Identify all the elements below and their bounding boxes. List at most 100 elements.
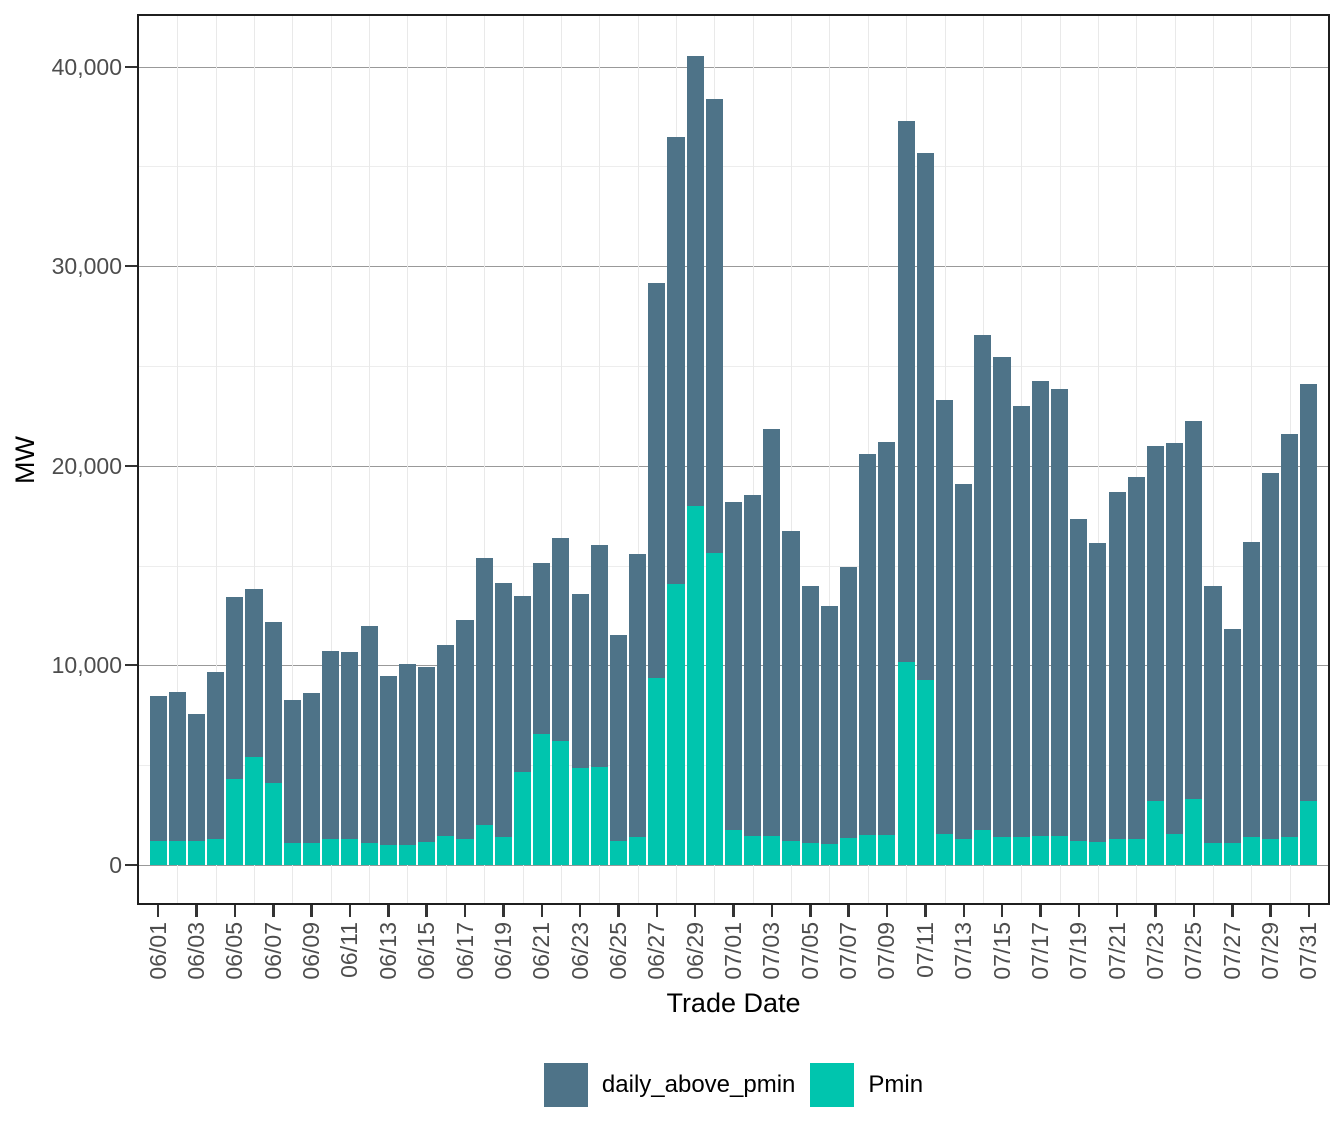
plot-panel: [137, 14, 1330, 905]
bar-pmin-segment: [571, 768, 589, 865]
x-tick-label-text: 07/27: [1218, 922, 1245, 980]
bar-above-pmin-segment: [322, 651, 340, 839]
bar-pmin-segment: [590, 767, 608, 865]
bar-pmin-segment: [686, 505, 704, 865]
gridline-vertical: [215, 14, 217, 905]
y-axis-tick: [125, 265, 137, 268]
bar-above-pmin-segment: [1146, 445, 1165, 802]
legend: daily_above_pmin Pmin: [137, 1063, 1330, 1107]
bar-pmin-segment: [935, 834, 954, 865]
bar-above-pmin-segment: [552, 537, 570, 742]
bar-above-pmin-segment: [1127, 476, 1145, 840]
bar-above-pmin-segment: [1108, 491, 1126, 839]
bar-pmin-segment: [245, 757, 263, 865]
x-axis-tick: [924, 905, 927, 917]
gridline-minor-y: [137, 366, 1330, 367]
x-tick-label-text: 06/27: [643, 922, 670, 980]
bar-pmin-segment: [1127, 839, 1145, 865]
x-tick-label-text: 07/01: [720, 922, 746, 980]
x-tick-label-text: 06/07: [259, 922, 286, 980]
bar-pmin-segment: [533, 734, 551, 865]
bar-above-pmin-segment: [245, 588, 263, 758]
bar-above-pmin-segment: [187, 714, 206, 841]
y-tick-label: 10,000: [51, 652, 122, 679]
bar-pmin-segment: [379, 845, 397, 865]
bar-above-pmin-segment: [629, 553, 647, 837]
bar-above-pmin-segment: [475, 557, 493, 826]
legend-label-pmin: Pmin: [868, 1071, 924, 1098]
bar-pmin-segment: [1070, 841, 1088, 865]
bar-above-pmin-segment: [993, 357, 1011, 837]
bar-above-pmin-segment: [724, 501, 743, 830]
gridline-vertical: [560, 14, 562, 905]
y-tick-label: 20,000: [51, 452, 122, 479]
gridline-vertical: [369, 14, 371, 905]
bar-above-pmin-segment: [398, 664, 416, 845]
bar-pmin-segment: [187, 841, 206, 865]
bar-pmin-segment: [1300, 801, 1318, 865]
bar-above-pmin-segment: [207, 672, 225, 840]
bar-pmin-segment: [475, 825, 493, 865]
x-axis-tick: [1039, 905, 1042, 917]
x-axis-tick: [540, 905, 543, 917]
bar-pmin-segment: [513, 772, 532, 865]
gridline-vertical: [1251, 14, 1253, 905]
bar-pmin-segment: [1223, 843, 1241, 865]
x-axis-tick: [885, 905, 889, 917]
bar-above-pmin-segment: [1223, 628, 1241, 844]
y-axis-title-text: MW: [10, 436, 40, 484]
gridline-vertical: [1136, 14, 1138, 905]
bar-above-pmin-segment: [744, 494, 762, 836]
gridline-minor-y: [137, 166, 1330, 168]
x-axis-tick: [272, 905, 275, 917]
bar-pmin-segment: [916, 680, 934, 865]
x-axis-tick: [233, 905, 237, 917]
bar-above-pmin-segment: [1300, 384, 1318, 802]
bar-pmin-segment: [398, 845, 416, 865]
legend-swatch-daily-above-pmin: [543, 1063, 588, 1107]
bar-above-pmin-segment: [820, 605, 838, 844]
bar-above-pmin-segment: [360, 625, 378, 844]
x-tick-label-text: 06/29: [681, 922, 708, 980]
x-axis-title: Trade Date: [666, 988, 801, 1018]
x-tick-label-text: 07/07: [835, 922, 862, 980]
x-tick-label-text: 06/25: [604, 922, 631, 980]
bar-above-pmin-segment: [418, 667, 436, 842]
x-axis-tick: [310, 905, 313, 917]
bar-pmin-segment: [226, 779, 244, 865]
bar-above-pmin-segment: [878, 441, 896, 835]
bar-pmin-segment: [207, 839, 225, 865]
gridline-vertical: [599, 14, 601, 905]
x-tick-label-text: 06/21: [528, 922, 555, 980]
x-axis-tick: [655, 905, 659, 917]
gridline-vertical: [330, 14, 332, 905]
x-tick-label-text: 07/19: [1065, 922, 1092, 980]
bar-pmin-segment: [629, 837, 647, 865]
x-axis-tick: [502, 905, 505, 917]
gridline-vertical: [829, 14, 831, 905]
bar-above-pmin-segment: [341, 652, 359, 839]
legend-swatch-pmin: [810, 1063, 855, 1107]
x-tick-label-text: 06/05: [221, 922, 248, 980]
bar-pmin-segment: [168, 841, 186, 865]
x-tick-label-text: 06/13: [374, 922, 401, 980]
x-tick-label-text: 07/15: [988, 922, 1015, 980]
bar-above-pmin-segment: [1166, 442, 1184, 834]
bar-pmin-segment: [302, 843, 321, 865]
bar-pmin-segment: [149, 841, 167, 865]
x-tick-label-text: 07/21: [1103, 922, 1130, 980]
x-axis-tick: [463, 905, 467, 917]
x-tick-label-text: 07/03: [758, 922, 785, 980]
bar-above-pmin-segment: [149, 696, 167, 841]
gridline-vertical: [637, 14, 639, 905]
bar-pmin-segment: [1108, 839, 1126, 865]
bar-above-pmin-segment: [974, 335, 992, 831]
gridline-major-y: [137, 266, 1330, 268]
gridline-major-y: [137, 865, 1330, 866]
bar-above-pmin-segment: [801, 585, 819, 844]
bar-above-pmin-segment: [590, 544, 608, 768]
bar-above-pmin-segment: [1261, 472, 1280, 840]
y-tick-label: 30,000: [51, 253, 122, 280]
x-tick-label-text: 06/19: [489, 922, 516, 980]
x-axis-tick: [1000, 905, 1004, 917]
